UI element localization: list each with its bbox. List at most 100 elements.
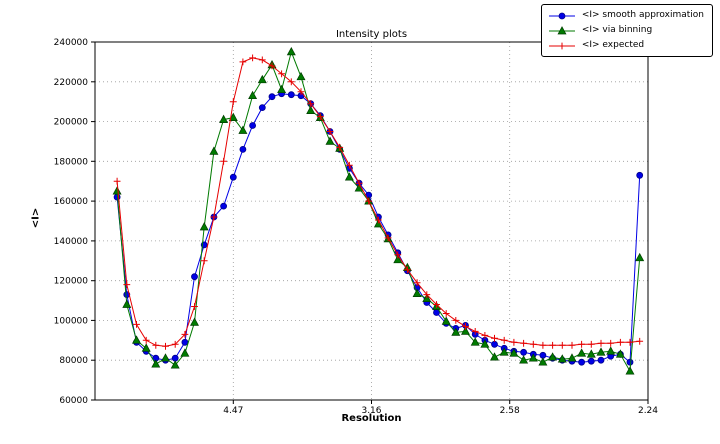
plus-marker-icon: [587, 340, 595, 348]
plus-marker-icon: [452, 317, 460, 324]
plus-marker-icon: [520, 339, 527, 347]
triangle-marker-icon: [596, 347, 606, 356]
circle-marker-icon: [491, 340, 498, 348]
plus-marker-icon: [239, 58, 247, 66]
plus-marker-icon: [336, 144, 344, 151]
plus-marker-icon: [152, 341, 160, 349]
plus-marker-icon: [568, 341, 576, 349]
triangle-marker-icon: [219, 114, 229, 123]
plus-marker-icon: [578, 340, 585, 348]
plus-marker-icon: [375, 216, 382, 224]
circle-marker-icon: [597, 356, 605, 364]
circle-marker-icon: [268, 93, 276, 101]
triangle-marker-icon: [112, 186, 122, 195]
plus-marker-icon: [442, 310, 450, 317]
plus-marker-icon: [491, 334, 498, 342]
triangle-marker-icon: [170, 360, 180, 369]
plus-marker-icon: [229, 98, 237, 106]
y-tick-label: 180000: [54, 157, 89, 167]
triangle-marker-icon: [509, 348, 519, 357]
triangle-marker-icon: [499, 347, 509, 356]
legend-label-smooth: <I> smooth approximation: [581, 10, 704, 20]
circle-marker-icon: [239, 145, 247, 153]
plus-marker-icon: [316, 113, 324, 120]
plus-marker-icon: [510, 338, 518, 346]
plus-marker-icon: [423, 291, 431, 298]
plus-marker-icon: [307, 100, 315, 108]
legend-sample-circle-icon: [548, 12, 575, 19]
triangle-marker-icon: [151, 359, 161, 368]
x-axis-label: Resolution: [341, 413, 402, 424]
plus-marker-icon: [113, 177, 121, 185]
circle-marker-icon: [626, 358, 634, 366]
triangle-marker-icon: [519, 355, 529, 364]
plus-marker-icon: [297, 88, 305, 96]
y-tick-label: 100000: [54, 316, 89, 326]
triangle-marker-icon: [557, 25, 567, 34]
plus-marker-icon: [249, 54, 256, 62]
plus-marker-icon: [210, 213, 218, 221]
y-tick-label: 120000: [54, 277, 89, 287]
triangle-marker-icon: [451, 327, 461, 336]
plus-marker-icon: [355, 179, 363, 187]
plus-marker-icon: [384, 234, 392, 242]
x-tick-label: 2.24: [638, 406, 658, 416]
circle-marker-icon: [520, 348, 527, 356]
circle-marker-icon: [636, 171, 644, 179]
y-tick-label: 200000: [54, 118, 89, 128]
legend-label-binning: <I> via binning: [581, 25, 653, 35]
circle-marker-icon: [249, 122, 257, 129]
triangle-marker-icon: [548, 352, 558, 361]
triangle-marker-icon: [161, 353, 170, 362]
circle-marker-icon: [258, 104, 266, 111]
plus-marker-icon: [162, 342, 169, 350]
triangle-marker-icon: [344, 172, 354, 181]
legend-sample-triangle-icon: [548, 25, 575, 34]
plus-marker-icon: [413, 279, 421, 287]
triangle-marker-icon: [306, 105, 316, 114]
circle-marker-icon: [558, 12, 566, 19]
x-tick-label: 3.16: [361, 406, 381, 416]
plus-marker-icon: [549, 341, 556, 349]
circle-marker-icon: [587, 357, 595, 365]
triangle-marker-icon: [286, 46, 296, 56]
circle-marker-icon: [578, 358, 585, 366]
triangle-marker-icon: [141, 343, 151, 352]
triangle-marker-icon: [277, 84, 287, 94]
triangle-marker-icon: [528, 353, 538, 362]
circle-marker-icon: [181, 338, 189, 346]
circle-marker-icon: [123, 291, 131, 299]
triangle-marker-icon: [461, 326, 470, 335]
triangle-marker-icon: [296, 71, 306, 81]
triangle-marker-icon: [586, 349, 596, 358]
triangle-marker-icon: [635, 252, 645, 262]
y-tick-label: 160000: [54, 197, 89, 207]
triangle-marker-icon: [190, 317, 199, 326]
plus-marker-icon: [268, 62, 276, 70]
y-axis-label: <I>: [30, 207, 42, 229]
chart-title: Intensity plots: [335, 29, 408, 40]
plus-marker-icon: [142, 336, 150, 344]
plus-marker-icon: [181, 331, 189, 338]
plus-marker-icon: [597, 339, 605, 347]
triangle-marker-icon: [441, 316, 451, 325]
plus-marker-icon: [539, 341, 547, 349]
legend-entry-expected: <I> expected: [547, 39, 704, 52]
plus-marker-icon: [607, 339, 615, 347]
plus-marker-icon: [171, 340, 179, 348]
triangle-marker-icon: [557, 354, 567, 363]
plus-marker-icon: [200, 257, 208, 265]
plus-marker-icon: [326, 128, 334, 135]
circle-marker-icon: [191, 273, 198, 281]
plus-marker-icon: [626, 338, 634, 346]
triangle-marker-icon: [490, 352, 499, 361]
plus-marker-icon: [433, 301, 440, 308]
y-tick-label: 140000: [54, 237, 89, 247]
triangle-marker-icon: [209, 146, 219, 155]
plus-marker-icon: [220, 157, 227, 165]
plus-marker-icon: [481, 332, 489, 339]
y-tick-label: 80000: [59, 356, 88, 366]
triangle-marker-icon: [238, 125, 248, 134]
triangle-marker-icon: [122, 299, 132, 308]
